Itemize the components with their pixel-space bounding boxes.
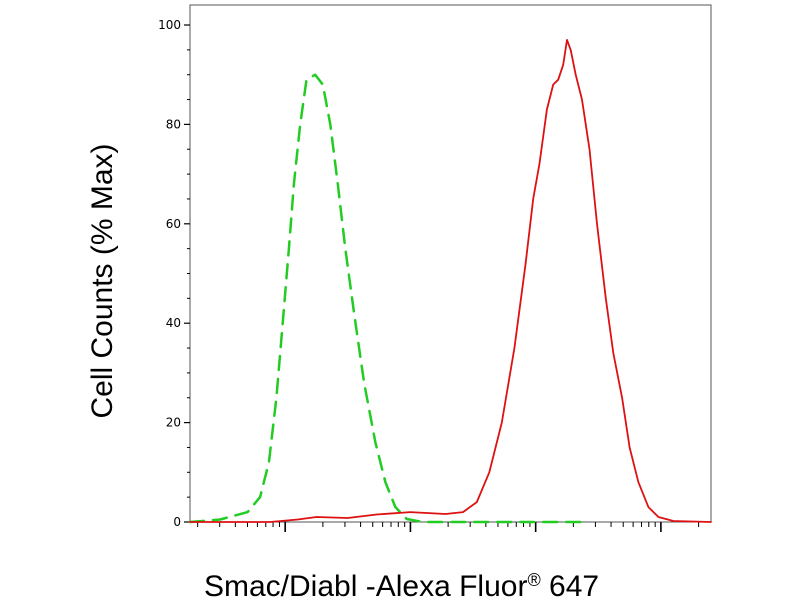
x-axis-title-superscript: ® (527, 570, 540, 590)
x-axis-title: Smac/Diabl -Alexa Fluor® 647 (204, 570, 599, 600)
y-tick-label: 80 (166, 117, 181, 131)
y-axis: 0 20 40 60 80 100 (158, 18, 190, 529)
sample-histogram-line (189, 39, 712, 523)
y-axis-title: Cell Counts (% Max) (86, 143, 119, 418)
x-axis-title-suffix: 647 (541, 570, 599, 600)
x-axis (197, 522, 700, 532)
control-histogram-line (188, 73, 588, 524)
x-axis-title-prefix: Smac/Diabl -Alexa Fluor (204, 570, 527, 600)
y-tick-label: 100 (158, 18, 181, 32)
y-tick-label: 20 (166, 416, 181, 430)
plot-border (189, 4, 712, 523)
series-group (188, 39, 712, 524)
y-tick-label: 60 (166, 217, 181, 231)
plot-frame (189, 4, 712, 523)
y-tick-label: 0 (173, 515, 181, 529)
y-tick-label: 40 (166, 316, 181, 330)
